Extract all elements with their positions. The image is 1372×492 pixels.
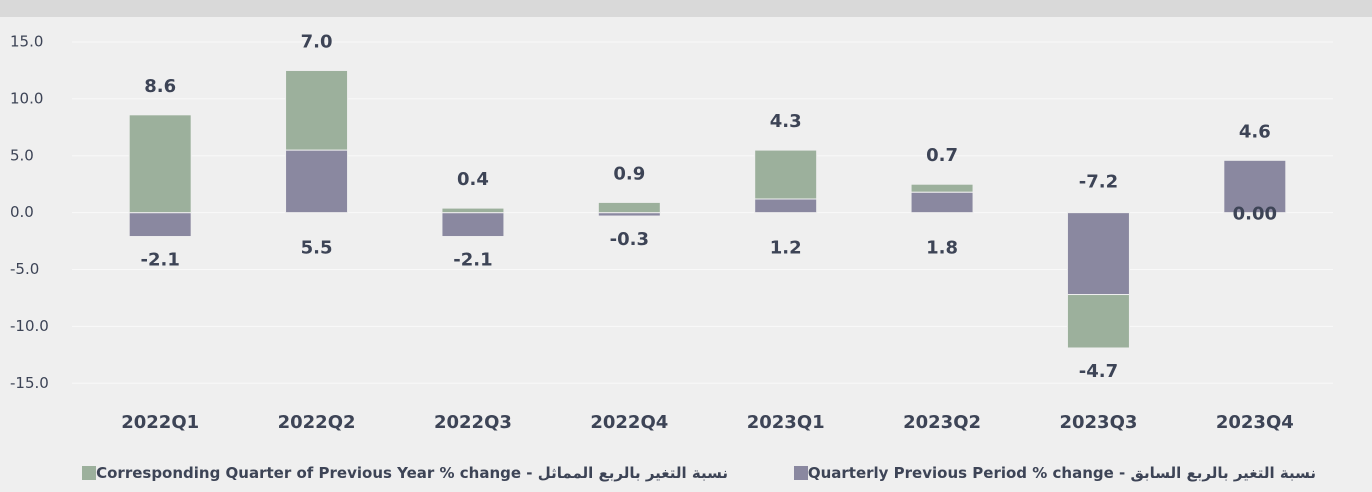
bar-segment <box>128 212 192 238</box>
data-label: 1.2 <box>770 238 802 259</box>
bar-segment <box>441 207 505 214</box>
data-label: 8.6 <box>144 76 176 97</box>
bar-segment <box>597 201 661 214</box>
data-label: 5.5 <box>301 238 333 259</box>
data-label: -7.2 <box>1079 172 1118 193</box>
legend-item: نسبة التغير بالربع المماثل - Correspondi… <box>74 464 728 482</box>
bar-segment <box>285 149 349 214</box>
x-tick-label: 2023Q1 <box>747 412 825 433</box>
x-tick-label: 2022Q1 <box>121 412 199 433</box>
data-label: 0.7 <box>926 145 958 166</box>
data-label: 0.00 <box>1233 204 1277 225</box>
x-tick-label: 2023Q4 <box>1216 412 1294 433</box>
legend-item: نسبة التغير بالربع السابق - Quarterly Pr… <box>786 464 1316 482</box>
y-tick-label: 10.0 <box>10 89 43 107</box>
bar-segment <box>754 149 818 200</box>
x-tick-label: 2023Q3 <box>1059 412 1137 433</box>
data-label: 0.9 <box>613 163 645 184</box>
x-tick-label: 2022Q4 <box>590 412 668 433</box>
bar-segment <box>1223 159 1287 214</box>
data-label: 0.4 <box>457 169 489 190</box>
bar-segment <box>1066 294 1130 349</box>
bar-segment <box>910 183 974 193</box>
y-tick-label: 5.0 <box>10 146 34 164</box>
y-tick-label: -5.0 <box>10 260 39 278</box>
bar-segment <box>285 69 349 151</box>
legend-swatch <box>82 466 97 480</box>
y-tick-label: -15.0 <box>10 374 49 392</box>
data-label: -0.3 <box>610 229 649 250</box>
x-tick-label: 2022Q2 <box>278 412 356 433</box>
data-label: 4.6 <box>1239 121 1271 142</box>
bar-segment <box>597 212 661 217</box>
bar-segment <box>754 198 818 214</box>
legend-label: نسبة التغير بالربع المماثل - Correspondi… <box>96 464 728 482</box>
bar-segment <box>910 191 974 214</box>
data-label: 4.3 <box>770 111 802 132</box>
bar-segment <box>1066 212 1130 296</box>
legend-label: نسبة التغير بالربع السابق - Quarterly Pr… <box>807 464 1316 482</box>
bar-segment <box>128 114 192 214</box>
data-label: 7.0 <box>301 31 333 52</box>
data-label: -4.7 <box>1079 361 1118 382</box>
y-tick-label: 0.0 <box>10 203 34 221</box>
data-label: 1.8 <box>926 238 958 259</box>
y-tick-label: 15.0 <box>10 33 43 51</box>
data-label: -2.1 <box>141 250 180 271</box>
legend-swatch <box>793 466 808 480</box>
x-tick-label: 2023Q2 <box>903 412 981 433</box>
x-tick-label: 2022Q3 <box>434 412 512 433</box>
data-label: -2.1 <box>453 250 492 271</box>
header-band <box>0 0 1372 17</box>
plot: 15.0 10.0 5.0 0.0 -5.0 -10.0 -15.0 2022Q1 -2.1 8.… <box>0 0 1372 433</box>
bar-segment <box>441 212 505 238</box>
y-tick-label: -10.0 <box>10 317 49 335</box>
